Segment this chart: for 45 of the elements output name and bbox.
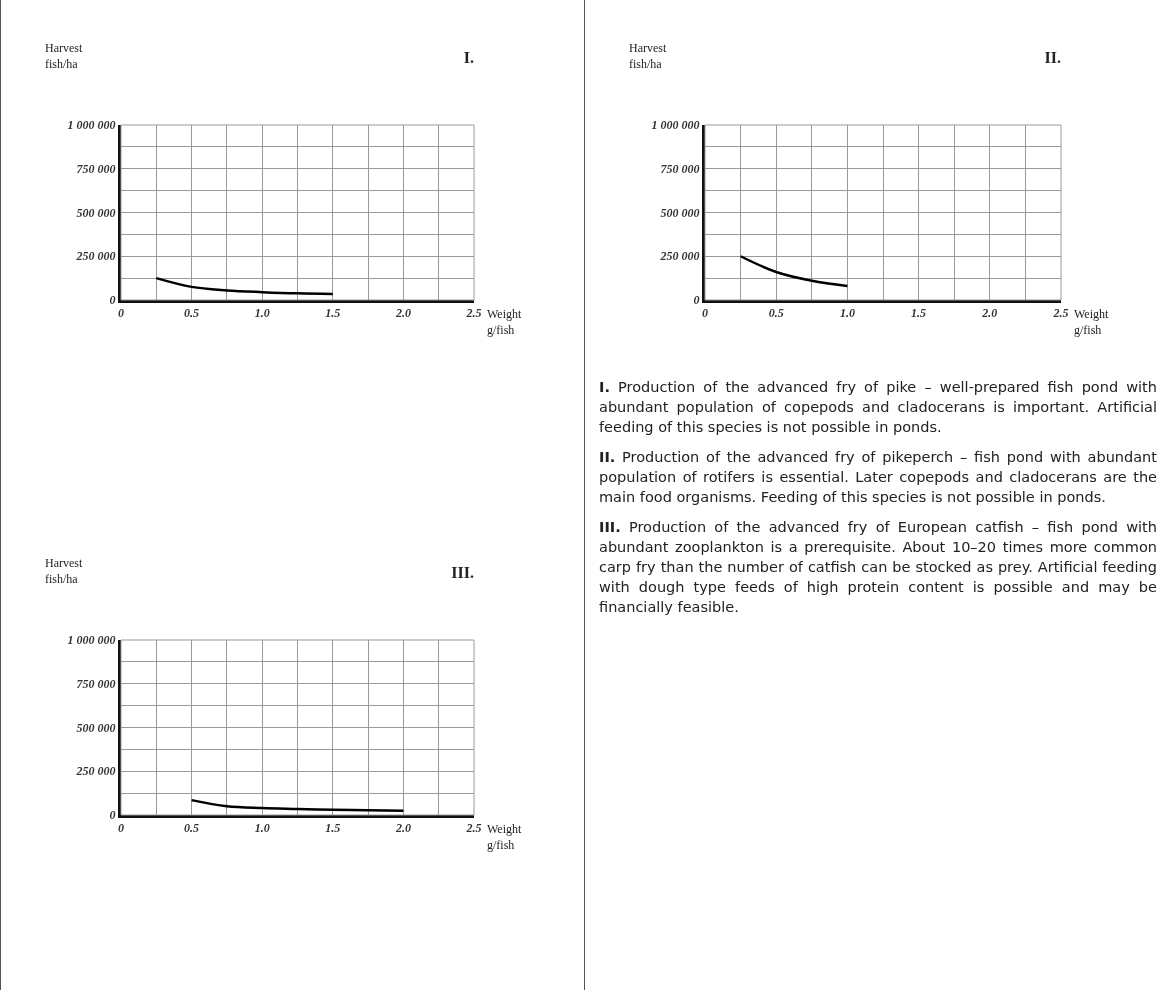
text: III. Production of the advanced fry of European catfish – fish pond with abundant zooplankton is a prerequisite. About 10–20 times more common carp fry than the number of catfish can be stocked as prey. Artificial feeding with dough type feeds of high protein content is possible and may be financially feasible. xyxy=(599,519,1157,615)
y-tick-label: 250 000 xyxy=(659,249,700,264)
y-axis-title: Harvest fish/ha xyxy=(629,41,667,71)
y-axis-title: Harvest fish/ha xyxy=(45,41,83,71)
x-tick-label: 2.0 xyxy=(394,821,411,836)
x-tick-label: 2.0 xyxy=(394,306,411,321)
line-series xyxy=(155,276,335,296)
y-tick-label: 1 000 000 xyxy=(651,118,700,133)
x-tick-label: 2.5 xyxy=(465,821,482,836)
chart-title: II. xyxy=(1044,48,1061,66)
y-tick-label: 250 000 xyxy=(75,764,116,779)
x-tick-label: 2.5 xyxy=(465,306,482,321)
text: II. Production of the advanced fry of pikeperch – fish pond with abundant population of rotifers is essential. Later copepods and cladocerans are the main food organisms. Feeding of this species is not possible in ponds. xyxy=(599,449,1157,505)
chart-title: I. xyxy=(463,48,474,66)
y-tick-label: 0 xyxy=(693,293,700,308)
y-tick-label: 1 000 000 xyxy=(67,633,116,648)
y-axis-title: Harvest fish/ha xyxy=(45,556,83,586)
y-tick-label: 750 000 xyxy=(660,161,700,176)
y-tick-label: 750 000 xyxy=(76,676,116,691)
x-tick-label: 1.5 xyxy=(325,306,341,321)
y-tick-label: 500 000 xyxy=(660,205,700,220)
y-tick-label: 250 000 xyxy=(75,249,116,264)
x-tick-label: 1.5 xyxy=(325,821,341,836)
x-tick-label: 1.0 xyxy=(254,821,270,836)
x-tick-label: 1.5 xyxy=(911,306,927,321)
x-tick-label: 2.0 xyxy=(981,306,998,321)
x-tick-label: 0.5 xyxy=(768,306,784,321)
x-axis-title: Weight g/fish xyxy=(1074,307,1110,337)
y-tick-label: 750 000 xyxy=(76,161,116,176)
y-tick-label: 1 000 000 xyxy=(67,118,116,133)
text: I. Production of the advanced fry of pike – well-prepared fish pond with abundant population of copepods and cladocerans is important. Artificial feeding of this species is not possible in ponds. xyxy=(599,379,1157,435)
x-tick-label: 0.5 xyxy=(184,306,200,321)
y-tick-label: 500 000 xyxy=(76,720,116,735)
chart-title: III. xyxy=(451,563,474,581)
x-axis-title: Weight g/fish xyxy=(487,822,523,852)
line-series xyxy=(739,255,849,288)
x-axis-title: Weight g/fish xyxy=(487,307,523,337)
x-tick-label: 1.0 xyxy=(254,306,270,321)
y-tick-label: 500 000 xyxy=(76,205,116,220)
x-tick-label: 0.5 xyxy=(184,821,200,836)
y-tick-label: 0 xyxy=(109,808,116,823)
y-tick-label: 0 xyxy=(109,293,116,308)
x-tick-label: 2.5 xyxy=(1052,306,1069,321)
line-series xyxy=(190,798,405,812)
x-tick-label: 1.0 xyxy=(839,306,855,321)
